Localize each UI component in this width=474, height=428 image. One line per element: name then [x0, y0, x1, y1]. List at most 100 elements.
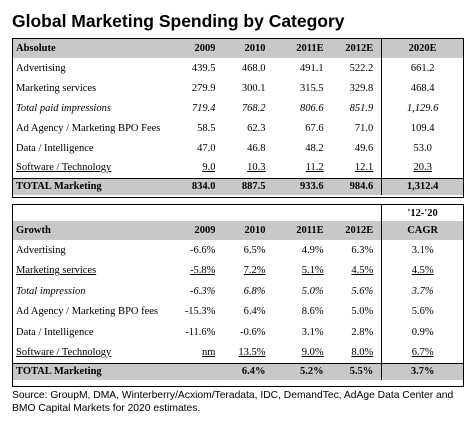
column-header: 2009: [165, 221, 216, 240]
row-value: 1,129.6: [381, 98, 463, 118]
row-value: 806.6: [300, 102, 324, 114]
row-value: 768.2: [241, 102, 266, 114]
row-value: -15.3%: [184, 306, 216, 318]
column-header: 2009: [165, 39, 216, 58]
total-value: 834.0: [165, 177, 216, 195]
column-header: CAGR: [381, 221, 463, 240]
total-row: TOTAL Marketing 834.0 887.5 933.6 984.6 1,312…: [13, 177, 463, 195]
row-label: Ad Agency / Marketing BPO fees: [16, 306, 159, 318]
total-value: [165, 362, 216, 380]
row-value: 3.1%: [301, 326, 324, 338]
row-value: 468.4: [381, 78, 463, 98]
column-header: 2020E: [381, 39, 463, 58]
row-value: 71.0: [354, 122, 374, 134]
table-row: Ad Agency / Marketing BPO fees -15.3% 6.4%…: [13, 301, 463, 322]
row-value: 4.5%: [351, 265, 374, 277]
row-value: 8.6%: [301, 306, 324, 318]
total-value: 3.7%: [381, 362, 463, 380]
row-value: -5.8%: [190, 265, 216, 277]
row-label: Total paid impressions: [16, 102, 111, 114]
row-value: 2.8%: [351, 326, 374, 338]
table-row: Software / Technology nm 13.5% 9.0% 8.0% 6.7%: [13, 342, 463, 363]
total-value: 984.6: [323, 177, 382, 195]
table-row: Total impression -6.3% 6.8% 5.0% 5.6% 3.7%: [13, 281, 463, 302]
column-header: 2010: [215, 221, 266, 240]
row-value: 3.1%: [381, 240, 463, 261]
row-value: 522.2: [349, 62, 374, 74]
table-header-row: Absolute 2009 2010 2011E 2012E 2020E: [13, 39, 463, 58]
growth-table: '12-'20 Growth 2009 2010 2011E 2012E CAGR Adver…: [13, 205, 463, 380]
row-value: 661.2: [381, 58, 463, 78]
row-value: -6.6%: [190, 244, 216, 256]
row-value: 12.1: [354, 162, 374, 174]
row-value: 6.5%: [243, 244, 266, 256]
row-value: -11.6%: [185, 326, 216, 338]
row-value: 3.7%: [381, 281, 463, 302]
row-label: Total impression: [16, 285, 86, 297]
absolute-table-frame: Absolute 2009 2010 2011E 2012E 2020E Advertisi…: [12, 38, 464, 198]
row-value: 5.6%: [381, 301, 463, 322]
row-value: 8.0%: [351, 347, 374, 358]
row-value: 9.0: [202, 162, 216, 174]
table-row: Data / Intelligence -11.6% -0.6% 3.1% 2.8% 0.…: [13, 322, 463, 343]
source-note: Source: GroupM, DMA, Winterberry/Acxiom/…: [12, 390, 454, 414]
row-value: 439.5: [191, 62, 216, 74]
section-heading: Absolute: [13, 39, 166, 58]
row-value: 329.8: [349, 82, 374, 94]
blank-cell: [266, 205, 324, 221]
table-row: Software / Technology 9.0 10.3 11.2 12.1 20.3: [13, 158, 463, 178]
row-value: 58.5: [197, 122, 216, 134]
row-label: Ad Agency / Marketing BPO Fees: [16, 122, 161, 134]
total-value: 5.2%: [265, 362, 324, 380]
row-value: 4.9%: [301, 244, 324, 256]
row-value: 491.1: [300, 62, 324, 74]
row-value: 5.0%: [301, 285, 324, 297]
row-value: 62.3: [247, 122, 266, 134]
row-value: 279.9: [191, 82, 216, 94]
row-value: nm: [202, 347, 216, 358]
table-row: Advertising -6.6% 6.5% 4.9% 6.3% 3.1%: [13, 240, 463, 261]
row-label: Software / Technology: [16, 162, 112, 174]
section-heading: Growth: [13, 221, 166, 240]
row-label: Marketing services: [16, 82, 97, 94]
row-value: 6.8%: [243, 285, 266, 297]
cagr-top-row: '12-'20: [13, 205, 463, 221]
total-row: TOTAL Marketing 6.4% 5.2% 5.5% 3.7%: [13, 362, 463, 380]
row-label: Data / Intelligence: [16, 326, 94, 338]
row-value: 47.0: [197, 142, 216, 154]
row-label: Marketing services: [16, 265, 97, 277]
total-value: 5.5%: [323, 362, 382, 380]
row-value: 4.5%: [381, 260, 463, 281]
table-row: Marketing services -5.8% 7.2% 5.1% 4.5% 4.5%: [13, 260, 463, 281]
row-value: 10.3: [247, 162, 266, 174]
total-value: 6.4%: [215, 362, 266, 380]
row-value: 49.6: [354, 142, 374, 154]
cagr-period-label: '12-'20: [381, 205, 463, 221]
column-header: 2012E: [323, 39, 382, 58]
row-value: 53.0: [381, 138, 463, 158]
row-value: -0.6%: [240, 326, 266, 338]
row-value: 0.9%: [381, 322, 463, 343]
table-row: Total paid impressions 719.4 768.2 806.6 851…: [13, 98, 463, 118]
row-value: 5.6%: [351, 285, 374, 297]
row-label: Advertising: [16, 244, 66, 256]
total-value: 1,312.4: [381, 177, 463, 195]
row-value: 7.2%: [243, 265, 266, 277]
page-title: Global Marketing Spending by Category: [12, 11, 345, 31]
row-value: 46.8: [247, 142, 266, 154]
absolute-table: Absolute 2009 2010 2011E 2012E 2020E Advertisi…: [13, 39, 463, 195]
row-value: 851.9: [349, 102, 374, 114]
row-value: 468.0: [241, 62, 266, 74]
blank-cell: [324, 205, 382, 221]
row-value: 315.5: [300, 82, 324, 94]
row-value: 11.2: [305, 162, 324, 174]
row-label: Advertising: [16, 62, 66, 74]
column-header: 2012E: [323, 221, 382, 240]
total-value: 933.6: [265, 177, 324, 195]
row-value: 6.4%: [243, 306, 266, 318]
row-value: 5.0%: [351, 306, 374, 318]
table-header-row: Growth 2009 2010 2011E 2012E CAGR: [13, 221, 463, 240]
row-value: 719.4: [191, 102, 216, 114]
blank-cell: [215, 205, 265, 221]
row-value: 300.1: [241, 82, 266, 94]
